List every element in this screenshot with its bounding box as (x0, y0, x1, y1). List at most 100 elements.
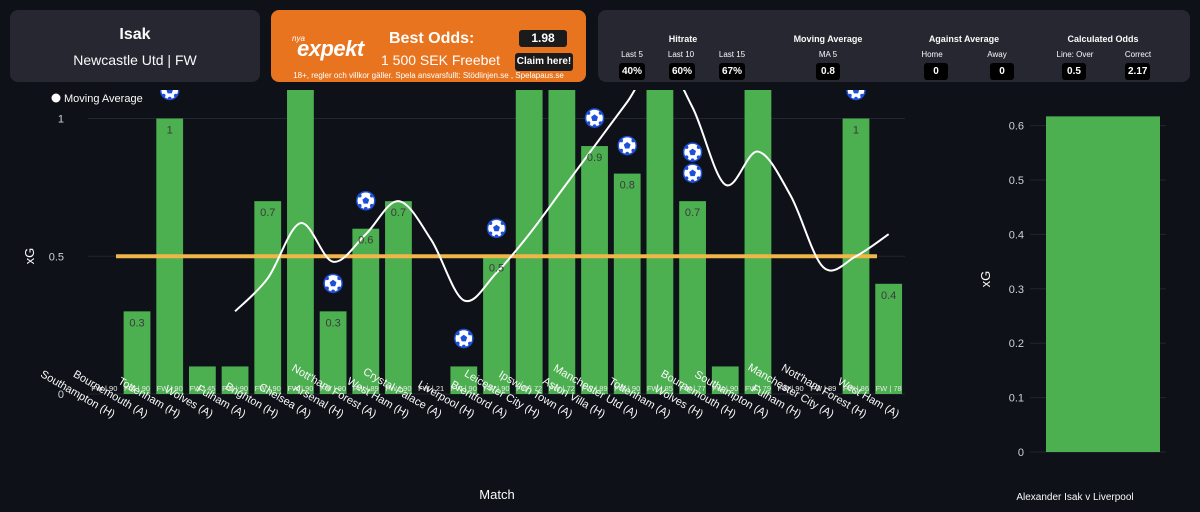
hitrate-value-last15: 67% (719, 63, 746, 80)
xg-bar-chart: Moving Average 00.511.52 FW | 90Southamp… (22, 90, 905, 502)
bar-value-label: 0.8 (620, 180, 635, 192)
bookmaker-logo: expekt (297, 36, 364, 61)
claim-button[interactable]: Claim here! (515, 53, 573, 71)
logo-prefix: nya (292, 34, 305, 43)
bar (515, 90, 543, 394)
ma5-label: MA 5 (818, 50, 838, 59)
bar (221, 366, 249, 394)
odds-banner[interactable]: nya expekt Best Odds: 1.98 1 500 SEK Fre… (271, 10, 586, 82)
freebet-text: 1 500 SEK Freebet (381, 52, 501, 68)
bar-value-label: 0.7 (260, 207, 275, 219)
hitrate-value-last10: 60% (669, 63, 696, 80)
minutes-label: FW | 90 (287, 384, 313, 393)
bar (385, 201, 412, 394)
football-icon (454, 328, 474, 349)
player-card: Isak Newcastle Utd | FW (10, 10, 260, 82)
bar (548, 90, 576, 394)
minutes-label: FW | 90 (385, 384, 411, 393)
side-category-label: Alexander Isak v Liverpool (1016, 492, 1133, 503)
bar (254, 201, 282, 394)
side-y-tick-label: 0 (1018, 447, 1024, 459)
legend-marker (51, 93, 61, 103)
bar (483, 256, 510, 394)
bar-value-label: 0.3 (325, 317, 340, 329)
minutes-label: FW | 78 (876, 384, 902, 393)
hitrate-label-last5: Last 5 (621, 50, 643, 59)
bar (646, 90, 674, 394)
opponent-xg-chart: 0 0.1 0.2 0.3 0.4 0.5 0.6 Alexander Isak v Liv… (978, 116, 1166, 503)
bar-value-label: 0.6 (358, 235, 373, 247)
minutes-label: FW | 45 (189, 384, 215, 393)
football-icon (682, 142, 703, 162)
football-icon (159, 90, 180, 101)
minutes-label: FW | 79 (745, 384, 771, 393)
minutes-label: FW | 89 (810, 384, 836, 393)
correct-odds-label: Correct (1124, 50, 1152, 59)
hitrate-title: Hitrate (668, 34, 698, 44)
bar (287, 90, 314, 395)
minutes-label: FW | 86 (843, 384, 869, 393)
player-team: Newcastle Utd | FW (73, 52, 197, 68)
moving-average-line (234, 90, 890, 313)
calculated-odds-title: Calculated Odds (1067, 34, 1139, 44)
football-icon (486, 218, 507, 239)
side-y-tick-label: 0.3 (1009, 284, 1024, 296)
football-icon (356, 190, 376, 211)
bar-value-label: 0.7 (685, 207, 700, 219)
player-name: Isak (119, 26, 151, 43)
minutes-label: FW | 21 (418, 384, 444, 393)
side-y-tick-label: 0.6 (1009, 121, 1024, 133)
side-y-tick-label: 0.1 (1009, 393, 1024, 405)
minutes-label: FW | 72 (549, 384, 575, 393)
football-icon (323, 273, 343, 294)
minutes-label: FW | 90 (255, 384, 281, 393)
bar (188, 366, 216, 394)
bar-value-label: 0.5 (489, 262, 504, 274)
side-y-tick-label: 0.4 (1009, 229, 1024, 241)
x-axis-title: Match (479, 487, 514, 502)
bar-value-label: 0.3 (129, 317, 144, 329)
football-icon (584, 108, 605, 128)
football-icon (617, 135, 637, 156)
side-y-tick-label: 0.5 (1009, 175, 1024, 187)
minutes-label: FW | 90 (614, 384, 640, 393)
minutes-label: FW | 89 (581, 384, 607, 393)
bar (581, 146, 608, 394)
football-icon (682, 163, 703, 183)
best-odds-value: 1.98 (519, 30, 567, 47)
bar-value-label: 0.7 (391, 207, 406, 219)
minutes-label: FW | 90 (712, 384, 738, 393)
stats-panel: Hitrate Last 5 40% Last 10 60% Last 15 6… (598, 10, 1190, 82)
line-over-label: Line: Over (1056, 50, 1094, 59)
minutes-label: FW | 90 (91, 384, 117, 393)
minutes-label: FW | 85 (647, 384, 673, 393)
bar-value-label: 0.4 (881, 290, 896, 302)
hitrate-label-last10: Last 10 (667, 50, 695, 59)
hitrate-value-last5: 40% (619, 63, 646, 80)
minutes-label: FW | 90 (320, 384, 346, 393)
away-value: 0 (990, 63, 1014, 80)
home-value: 0 (924, 63, 948, 80)
bar (744, 90, 772, 394)
minutes-label: FW | 90 (157, 384, 183, 393)
bar-value-label: 1 (167, 125, 173, 137)
minutes-label: FW | 90 (778, 384, 804, 393)
bar-value-label: 0.9 (587, 152, 602, 164)
y-tick-label: 0.5 (49, 251, 64, 263)
against-average-title: Against Average (928, 34, 1000, 44)
minutes-label: FW | 77 (680, 384, 706, 393)
minutes-label: FW | 90 (483, 384, 509, 393)
side-bar (1046, 116, 1160, 453)
bar (613, 173, 641, 394)
hitrate-label-last15: Last 15 (718, 50, 746, 59)
bar (679, 201, 706, 394)
y-axis-title: xG (22, 248, 37, 265)
side-y-tick-label: 0.2 (1009, 338, 1024, 350)
bar (319, 311, 347, 394)
side-y-axis-title: xG (978, 271, 993, 288)
ma5-value: 0.8 (816, 63, 840, 80)
football-icon (846, 90, 866, 101)
minutes-label: FW | 72 (516, 384, 542, 393)
bar (711, 366, 739, 394)
minutes-label: FW | 90 (124, 384, 150, 393)
